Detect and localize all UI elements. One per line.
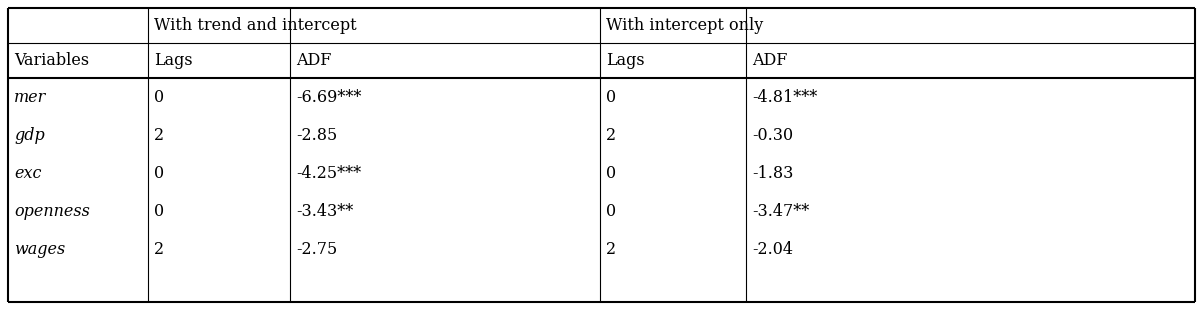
Text: 0: 0 [154,89,164,105]
Text: -3.43**: -3.43** [296,202,354,220]
Text: gdp: gdp [14,127,45,143]
Text: 0: 0 [606,202,616,220]
Text: 0: 0 [154,202,164,220]
Text: openness: openness [14,202,90,220]
Text: exc: exc [14,165,41,182]
Text: -3.47**: -3.47** [752,202,810,220]
Text: 2: 2 [606,127,616,143]
Text: -2.75: -2.75 [296,240,337,258]
Text: 0: 0 [154,165,164,182]
Text: With intercept only: With intercept only [606,17,763,34]
Text: Lags: Lags [606,52,645,69]
Text: -2.85: -2.85 [296,127,337,143]
Text: 0: 0 [606,89,616,105]
Text: 2: 2 [154,240,164,258]
Text: wages: wages [14,240,65,258]
Text: -4.81***: -4.81*** [752,89,817,105]
Text: 0: 0 [606,165,616,182]
Text: Lags: Lags [154,52,192,69]
Text: 2: 2 [154,127,164,143]
Text: mer: mer [14,89,46,105]
Text: -4.25***: -4.25*** [296,165,361,182]
Text: ADF: ADF [296,52,331,69]
Text: 2: 2 [606,240,616,258]
Text: -2.04: -2.04 [752,240,793,258]
Text: -0.30: -0.30 [752,127,793,143]
Text: ADF: ADF [752,52,788,69]
Text: With trend and intercept: With trend and intercept [154,17,356,34]
Text: -1.83: -1.83 [752,165,793,182]
Text: -6.69***: -6.69*** [296,89,361,105]
Text: Variables: Variables [14,52,89,69]
